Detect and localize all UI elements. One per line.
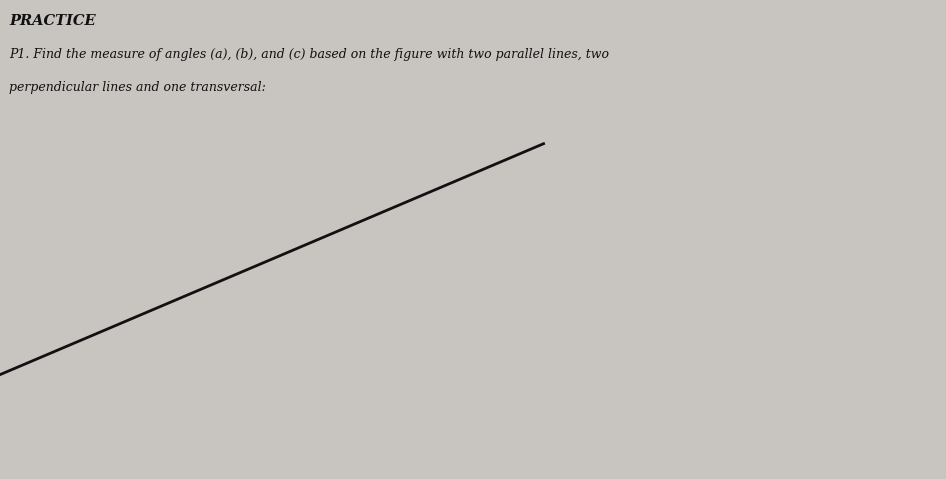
Text: perpendicular lines and one transversal:: perpendicular lines and one transversal: [9,81,267,94]
Text: PRACTICE: PRACTICE [9,14,96,28]
Text: P1. Find the measure of angles (a), (b), and (c) based on the figure with two pa: P1. Find the measure of angles (a), (b),… [9,48,609,61]
